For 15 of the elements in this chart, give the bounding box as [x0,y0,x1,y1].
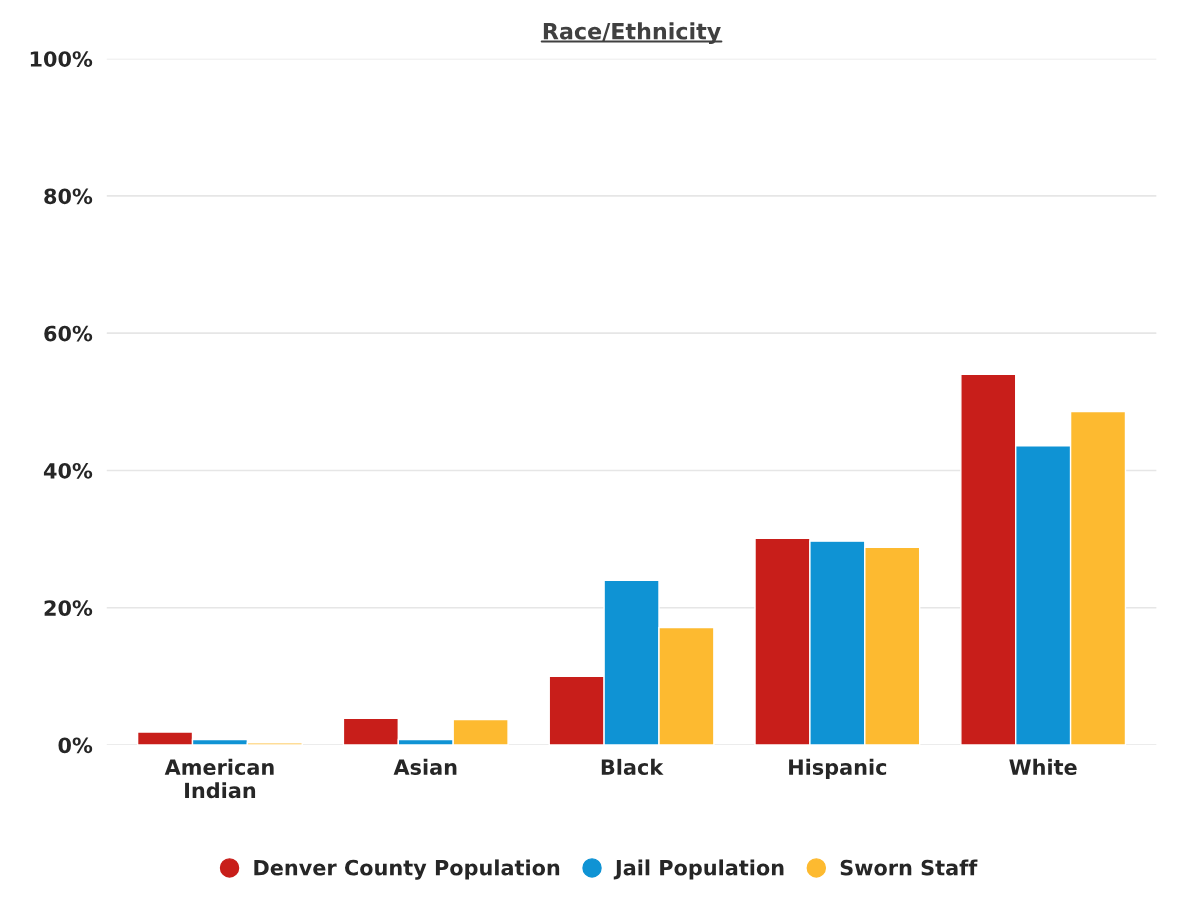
x-tick-label: White [1009,758,1077,775]
y-tick-label: 40% [43,462,93,479]
x-tick-label: Asian [393,758,457,775]
y-tick-label: 80% [44,188,93,205]
y-tick-label: 0% [58,737,93,754]
y-tick-label: 100% [30,51,93,67]
legend-label: Sworn Staff [840,859,978,876]
x-tick-label: American Indian [164,758,274,799]
x-tick-label: Hispanic [789,758,887,780]
y-tick-label: 60% [44,325,93,342]
legend-label: Denver County Population [254,859,560,880]
legend-label: Jail Population [613,859,784,880]
chart-title: Race/Ethnicity [543,22,721,45]
x-tick-label: Black [601,758,664,775]
y-tick-label: 20% [44,600,93,616]
